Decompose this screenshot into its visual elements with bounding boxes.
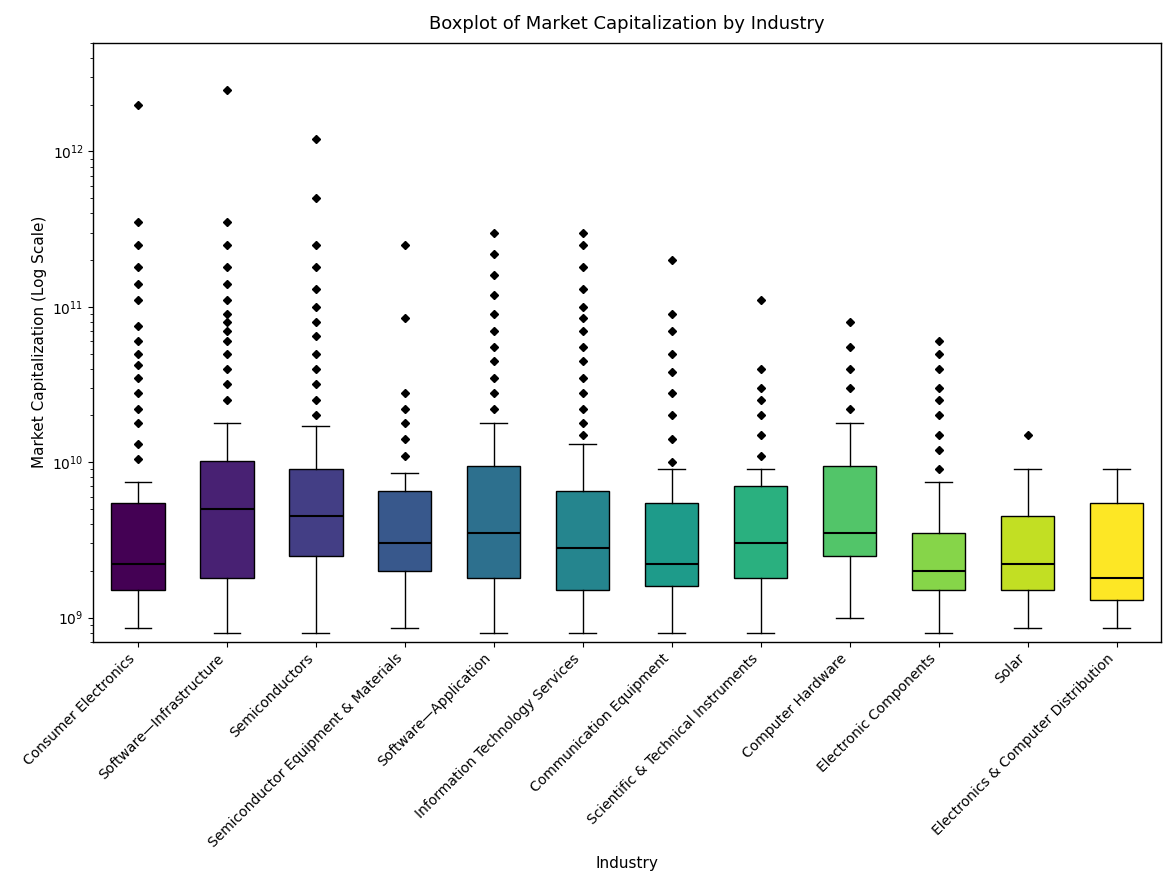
PathPatch shape [289, 470, 342, 556]
PathPatch shape [467, 466, 521, 578]
PathPatch shape [379, 491, 432, 571]
PathPatch shape [1090, 502, 1143, 600]
PathPatch shape [734, 486, 788, 578]
Title: Boxplot of Market Capitalization by Industry: Boxplot of Market Capitalization by Indu… [429, 15, 826, 33]
PathPatch shape [556, 491, 609, 590]
PathPatch shape [112, 502, 165, 590]
PathPatch shape [1001, 516, 1054, 590]
PathPatch shape [200, 461, 254, 578]
Y-axis label: Market Capitalization (Log Scale): Market Capitalization (Log Scale) [32, 216, 47, 469]
PathPatch shape [911, 533, 965, 590]
X-axis label: Industry: Industry [596, 856, 659, 871]
PathPatch shape [823, 466, 876, 556]
PathPatch shape [644, 502, 699, 586]
